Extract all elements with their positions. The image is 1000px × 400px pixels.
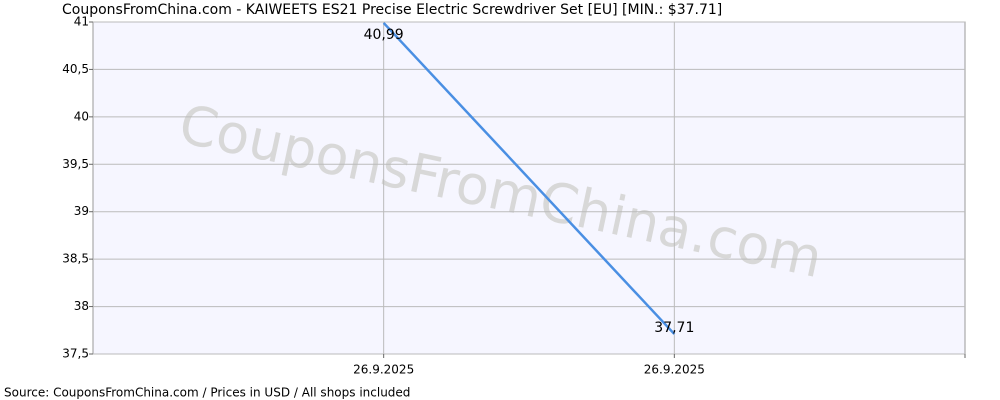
x-tick-label: 26.9.2025	[353, 363, 414, 377]
y-tick-label: 39	[74, 204, 89, 218]
chart-title: CouponsFromChina.com - KAIWEETS ES21 Pre…	[62, 2, 722, 18]
y-tick-label: 40	[74, 109, 89, 123]
data-label: 37,71	[654, 320, 694, 336]
y-tick-label: 38,5	[62, 252, 89, 266]
price-line	[382, 22, 676, 335]
data-label: 40,99	[364, 27, 404, 43]
source-note: Source: CouponsFromChina.com / Prices in…	[4, 386, 410, 400]
y-tick-label: 39,5	[62, 157, 89, 171]
y-tick-label: 38	[74, 299, 89, 313]
y-tick-label: 40,5	[62, 62, 89, 76]
plot-area	[92, 21, 966, 355]
y-tick-label: 41	[74, 15, 89, 29]
x-tick-label: 26.9.2025	[644, 363, 705, 377]
y-tick-label: 37,5	[62, 347, 89, 361]
